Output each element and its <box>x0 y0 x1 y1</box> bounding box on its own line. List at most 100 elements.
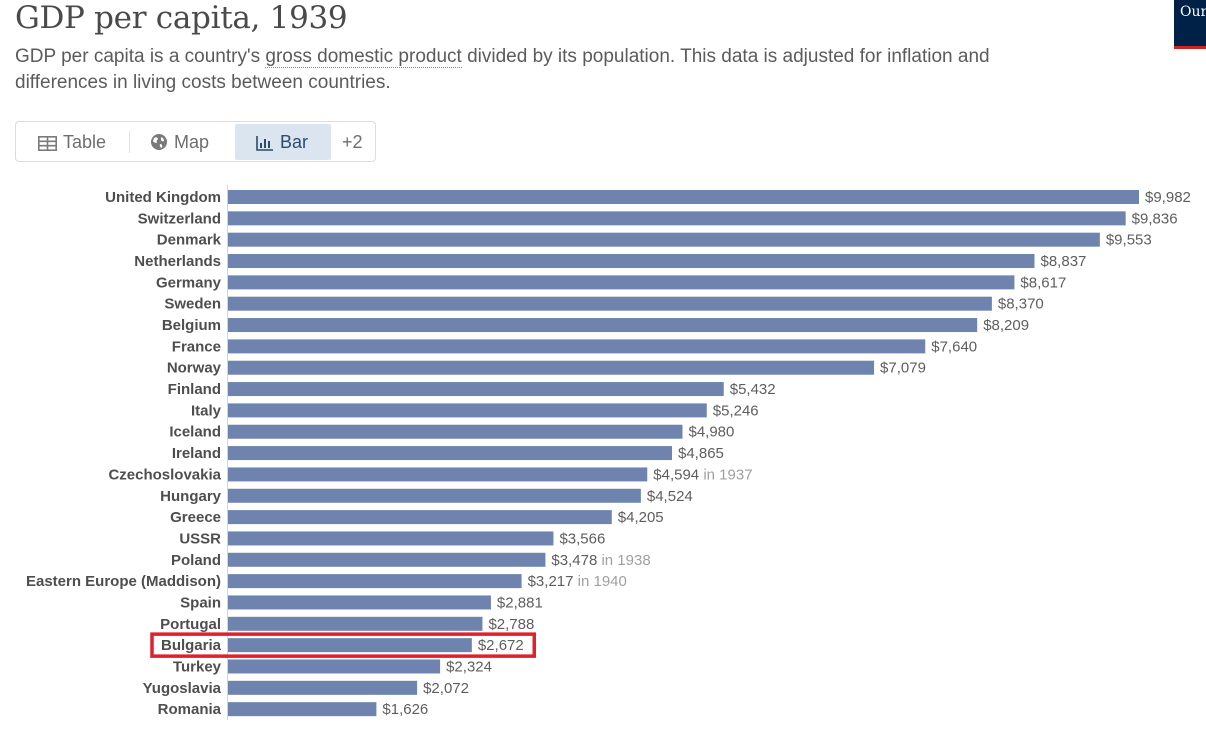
subtitle-text-start: GDP per capita is a country's <box>15 46 266 67</box>
tab-divider <box>129 131 130 153</box>
view-tabs: Table Map Bar +2 <box>15 121 376 162</box>
table-icon <box>38 136 57 151</box>
category-label: Portugal <box>160 616 221 633</box>
bar[interactable] <box>228 659 441 674</box>
category-label: Spain <box>180 594 221 611</box>
bar[interactable] <box>228 382 724 397</box>
category-label: Netherlands <box>134 253 221 270</box>
category-label: Norway <box>167 360 222 377</box>
value-label: $2,788 <box>488 616 534 633</box>
globe-icon <box>151 134 167 150</box>
value-label: $5,246 <box>713 402 759 419</box>
bar[interactable] <box>228 275 1015 290</box>
bar[interactable] <box>228 318 978 333</box>
category-label: USSR <box>179 530 221 547</box>
category-label: France <box>172 338 221 355</box>
bar[interactable] <box>228 232 1100 247</box>
bar[interactable] <box>228 339 926 354</box>
bar[interactable] <box>228 680 418 695</box>
tab-table-label: Table <box>63 132 107 152</box>
value-label: $9,553 <box>1106 232 1152 249</box>
value-label: $4,524 <box>647 488 693 505</box>
category-label: Iceland <box>169 424 221 441</box>
category-label: Belgium <box>162 317 221 334</box>
bar[interactable] <box>228 254 1035 269</box>
gross-domestic-product-link[interactable]: gross domestic product <box>265 46 462 68</box>
value-label: $2,672 <box>478 637 524 654</box>
bar[interactable] <box>228 531 554 546</box>
value-label: $3,478 in 1938 <box>551 552 650 569</box>
category-label: Switzerland <box>138 210 221 227</box>
category-label: Greece <box>170 509 221 526</box>
highlight-box <box>150 632 537 658</box>
category-label: Romania <box>158 701 222 718</box>
value-label: $5,432 <box>730 381 776 398</box>
value-label: $2,881 <box>497 594 543 611</box>
value-label: $7,079 <box>880 360 926 377</box>
category-label: Sweden <box>164 296 221 313</box>
subtitle-text-end: divided by its population. This data is … <box>15 46 990 93</box>
bar-chart-icon <box>256 136 273 151</box>
chart-title: GDP per capita, 1939 <box>15 0 348 36</box>
value-label: $8,370 <box>998 296 1044 313</box>
category-label: Finland <box>168 381 221 398</box>
bar[interactable] <box>228 510 612 525</box>
value-label: $9,982 <box>1145 189 1191 206</box>
bar[interactable] <box>228 638 472 653</box>
bar[interactable] <box>228 552 546 567</box>
bar[interactable] <box>228 190 1139 204</box>
category-label: Denmark <box>157 232 222 249</box>
category-label: Yugoslavia <box>143 680 222 697</box>
value-note: in 1940 <box>573 573 626 590</box>
tab-bar-label: Bar <box>280 132 309 152</box>
bar[interactable] <box>228 616 483 631</box>
value-label: $9,836 <box>1132 210 1178 227</box>
category-label: Italy <box>191 402 222 419</box>
logo-text: Our in <box>1180 4 1206 20</box>
bar[interactable] <box>228 424 683 439</box>
value-label: $8,209 <box>983 317 1029 334</box>
bar[interactable] <box>228 296 992 311</box>
value-note: in 1938 <box>597 552 650 569</box>
value-label: $3,217 in 1940 <box>528 573 627 590</box>
tab-more-label: +2 <box>342 132 363 152</box>
value-label: $2,324 <box>446 658 492 675</box>
site-logo[interactable]: Our in <box>1174 0 1206 49</box>
bar[interactable] <box>228 488 641 503</box>
bar[interactable] <box>228 595 491 610</box>
value-label: $4,594 in 1937 <box>653 466 752 483</box>
category-label: Hungary <box>160 488 222 505</box>
category-label: Poland <box>171 552 221 569</box>
bar[interactable] <box>228 702 377 717</box>
bar[interactable] <box>228 467 648 482</box>
value-label: $8,617 <box>1020 274 1066 291</box>
tab-map-label: Map <box>174 132 210 152</box>
category-label: United Kingdom <box>105 189 221 206</box>
value-label: $2,072 <box>423 680 469 697</box>
tab-map[interactable]: Map <box>150 124 209 160</box>
bar-chart: United Kingdom $9,982 Switzerland $9,836 Den… <box>26 185 1191 720</box>
value-label: $1,626 <box>382 701 428 718</box>
chart-subtitle: GDP per capita is a country's gross dome… <box>15 44 1075 96</box>
bar[interactable] <box>228 360 875 375</box>
value-label: $7,640 <box>931 338 977 355</box>
category-label: Bulgaria <box>161 637 222 654</box>
value-label: $4,865 <box>678 445 724 462</box>
category-label: Czechoslovakia <box>108 466 221 483</box>
bar[interactable] <box>228 403 707 418</box>
category-label: Turkey <box>173 658 222 675</box>
tab-more[interactable]: +2 <box>342 124 363 160</box>
tab-table[interactable]: Table <box>38 124 106 160</box>
value-label: $4,980 <box>688 424 734 441</box>
value-label: $3,566 <box>559 530 605 547</box>
category-label: Ireland <box>172 445 221 462</box>
bar[interactable] <box>228 574 522 589</box>
category-label: Eastern Europe (Maddison) <box>26 573 221 590</box>
value-note: in 1937 <box>699 466 752 483</box>
value-label: $4,205 <box>618 509 664 526</box>
bar[interactable] <box>228 211 1126 226</box>
category-label: Germany <box>156 274 222 291</box>
tab-bar[interactable]: Bar <box>235 124 331 160</box>
value-label: $8,837 <box>1041 253 1087 270</box>
bar[interactable] <box>228 446 673 461</box>
